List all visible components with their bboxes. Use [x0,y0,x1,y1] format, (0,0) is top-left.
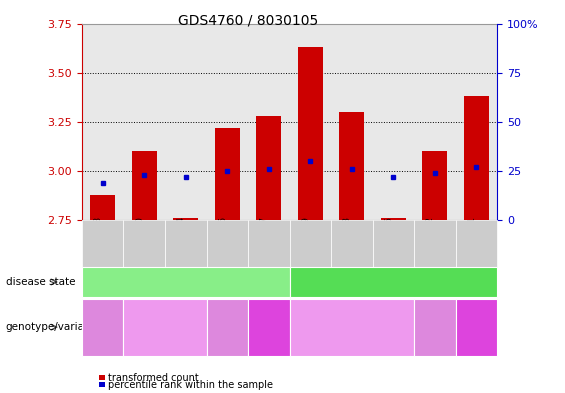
Text: phenotyp
e:
HER2+: phenotyp e: HER2+ [459,317,494,337]
Bar [90,195,115,220]
Bar [381,218,406,220]
Text: true interval breast cancer: true interval breast cancer [120,277,251,287]
Text: phenotype:
LumA: phenotype: LumA [144,321,186,334]
Text: transformed count: transformed count [108,373,199,383]
Text: GDS4760 / 8030105: GDS4760 / 8030105 [179,14,319,28]
Text: GSM1145069: GSM1145069 [301,216,310,272]
Bar [215,128,240,220]
Text: screen-detected breast cancer: screen-detected breast cancer [319,277,468,287]
Text: phenotyp
e:
HER2+: phenotyp e: HER2+ [251,317,286,337]
Text: phenotyp
e: LumB: phenotyp e: LumB [418,321,452,334]
Bar [298,47,323,220]
Text: genotype/variation: genotype/variation [6,322,105,332]
Text: phenotype
pe: TN: phenotype pe: TN [83,321,122,334]
Text: phenotype
e: LumB: phenotype e: LumB [208,321,247,334]
Text: disease state: disease state [6,277,75,287]
Bar [173,218,198,220]
Text: phenotype: LumA: phenotype: LumA [320,324,384,330]
Text: GSM1145071: GSM1145071 [467,216,476,272]
Bar [257,116,281,220]
Bar [464,96,489,220]
Text: GSM1145074: GSM1145074 [177,216,186,272]
Text: GSM1145072: GSM1145072 [426,216,435,272]
Bar [423,151,447,220]
Text: GSM1145073: GSM1145073 [343,216,352,272]
Bar [132,151,157,220]
Text: GSM1145077: GSM1145077 [260,216,269,272]
Text: GSM1145070: GSM1145070 [135,216,144,272]
Text: GSM1145076: GSM1145076 [218,216,227,272]
Text: GSM1145068: GSM1145068 [94,216,103,272]
Bar [340,112,364,220]
Text: percentile rank within the sample: percentile rank within the sample [108,380,273,390]
Text: GSM1145075: GSM1145075 [384,216,393,272]
